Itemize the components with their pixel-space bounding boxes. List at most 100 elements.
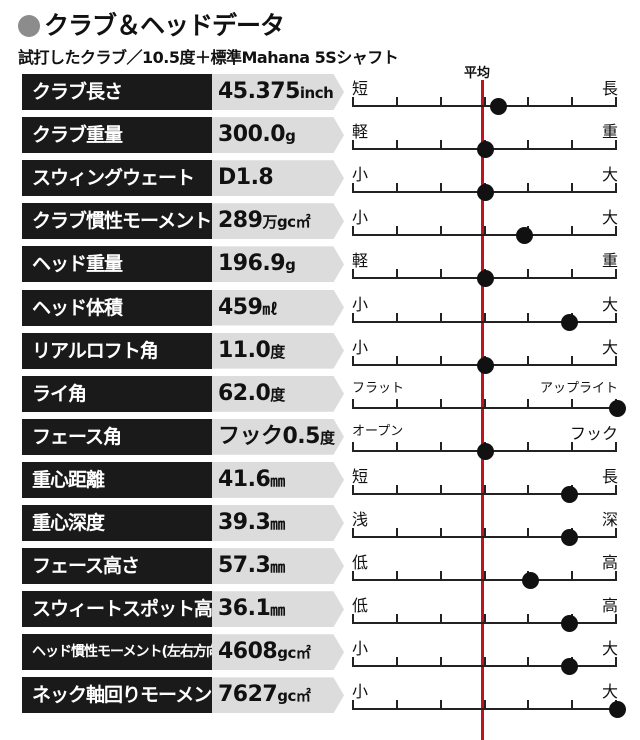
row-value-number: 36.1 bbox=[218, 596, 271, 622]
scale-tick bbox=[395, 441, 398, 451]
scale-tick bbox=[395, 571, 398, 581]
scale-right-label: 重 bbox=[601, 251, 618, 271]
scale-tick bbox=[527, 700, 530, 710]
row-label: フェース角 bbox=[22, 418, 212, 455]
value-marker bbox=[476, 141, 494, 159]
scale-tick bbox=[352, 183, 354, 193]
scale-tick bbox=[571, 571, 574, 581]
row-label: リアルロフト角 bbox=[22, 332, 212, 369]
scale-tick bbox=[483, 657, 486, 667]
scale-tick bbox=[615, 226, 617, 236]
scale-tick bbox=[395, 97, 398, 106]
value-marker bbox=[476, 184, 494, 202]
scale-tick bbox=[527, 97, 530, 106]
row-value-number: 62.0 bbox=[218, 380, 271, 406]
scale-left-label: 小 bbox=[352, 682, 369, 702]
scale-tick bbox=[395, 398, 398, 408]
scale-tick bbox=[395, 355, 398, 365]
scale-left-label: 小 bbox=[352, 294, 369, 314]
scale-right-label: 深 bbox=[601, 510, 618, 529]
value-marker bbox=[521, 572, 539, 590]
header: クラブ＆ヘッドデータ 試打したクラブ／10.5度＋標準Mahana 5Sシャフト bbox=[18, 6, 399, 68]
scale-tick bbox=[439, 441, 442, 451]
scale-tick bbox=[352, 269, 354, 279]
row-value-unit: gc㎡ bbox=[277, 687, 311, 706]
scale-tick bbox=[615, 528, 617, 537]
scale-right-label: フック bbox=[569, 423, 618, 443]
scale-tick bbox=[571, 97, 574, 106]
row-value: 62.0度 bbox=[212, 375, 344, 412]
scale-tick bbox=[527, 484, 530, 494]
scale-tick bbox=[527, 355, 530, 365]
scale-left-label: 軽 bbox=[352, 122, 369, 142]
row-label: クラブ慣性モーメント bbox=[22, 203, 212, 240]
scale-tick bbox=[571, 398, 574, 408]
scale-baseline bbox=[352, 665, 617, 668]
row-value-number: 459 bbox=[218, 294, 263, 320]
scale-tick bbox=[439, 312, 442, 322]
value-marker bbox=[561, 658, 579, 676]
row-value-number: 45.375 bbox=[218, 79, 300, 104]
value-marker bbox=[561, 615, 579, 633]
row-value: D1.8 bbox=[212, 160, 344, 197]
scale-right-label: 高 bbox=[601, 596, 618, 616]
scale-baseline bbox=[352, 708, 617, 711]
row-value-unit: 度 bbox=[270, 342, 285, 361]
value-marker bbox=[609, 399, 626, 417]
scale-left-label: 小 bbox=[352, 337, 369, 357]
scale-left-label: 浅 bbox=[352, 510, 369, 529]
scale-tick bbox=[352, 312, 354, 322]
scale-tick bbox=[483, 398, 486, 408]
row-value: フック0.5度 bbox=[212, 418, 344, 455]
scale-left-label: フラット bbox=[352, 380, 405, 396]
row-value-unit: g bbox=[285, 256, 296, 275]
scale-tick bbox=[615, 97, 617, 106]
row-label: 重心距離 bbox=[22, 461, 212, 498]
scale-left-label: 小 bbox=[352, 639, 369, 659]
row-value-number: 4608 bbox=[218, 639, 278, 665]
scale-tick bbox=[571, 355, 574, 365]
scale-tick bbox=[439, 140, 442, 150]
row-value: 7627gc㎡ bbox=[212, 677, 344, 714]
row-value-number: 300.0 bbox=[218, 122, 286, 148]
value-marker bbox=[561, 485, 579, 503]
average-line bbox=[481, 80, 484, 740]
scale-tick bbox=[439, 700, 442, 710]
scale-baseline bbox=[352, 105, 617, 107]
scale-tick bbox=[352, 484, 354, 494]
row-value-number: D1.8 bbox=[218, 165, 274, 191]
scale-tick bbox=[527, 441, 530, 451]
scale-baseline bbox=[352, 492, 617, 495]
row-label: フェース高さ bbox=[22, 548, 212, 585]
row-value-number: 196.9 bbox=[218, 251, 286, 277]
scale-baseline bbox=[352, 406, 617, 409]
scale-right-label: 大 bbox=[601, 337, 618, 357]
scale-right-label: 長 bbox=[601, 79, 618, 98]
row-label: ライ角 bbox=[22, 375, 212, 412]
scale-tick bbox=[395, 484, 398, 494]
scale-tick bbox=[439, 657, 442, 667]
scale-tick bbox=[352, 355, 354, 365]
scale-tick bbox=[395, 528, 398, 537]
data-row: ヘッド重量 196.9g 軽 重 bbox=[0, 245, 640, 288]
row-label: スウィングウェート bbox=[22, 160, 212, 197]
scale-baseline bbox=[352, 622, 617, 625]
scale-tick bbox=[571, 183, 574, 193]
row-value-unit: ㎜ bbox=[270, 515, 285, 533]
scale-tick bbox=[527, 657, 530, 667]
data-row: ライ角 62.0度 フラット アップライト bbox=[0, 375, 640, 418]
row-label: ヘッド慣性モーメント(左右方向) bbox=[22, 634, 212, 671]
scale-tick bbox=[439, 398, 442, 408]
page-subtitle: 試打したクラブ／10.5度＋標準Mahana 5Sシャフト bbox=[18, 48, 399, 67]
row-value-number: 39.3 bbox=[218, 510, 271, 535]
scale-tick bbox=[439, 484, 442, 494]
row-label: クラブ重量 bbox=[22, 117, 212, 154]
row-value-number: 289 bbox=[218, 208, 263, 234]
scale-tick bbox=[439, 355, 442, 365]
scale-tick bbox=[615, 614, 617, 624]
